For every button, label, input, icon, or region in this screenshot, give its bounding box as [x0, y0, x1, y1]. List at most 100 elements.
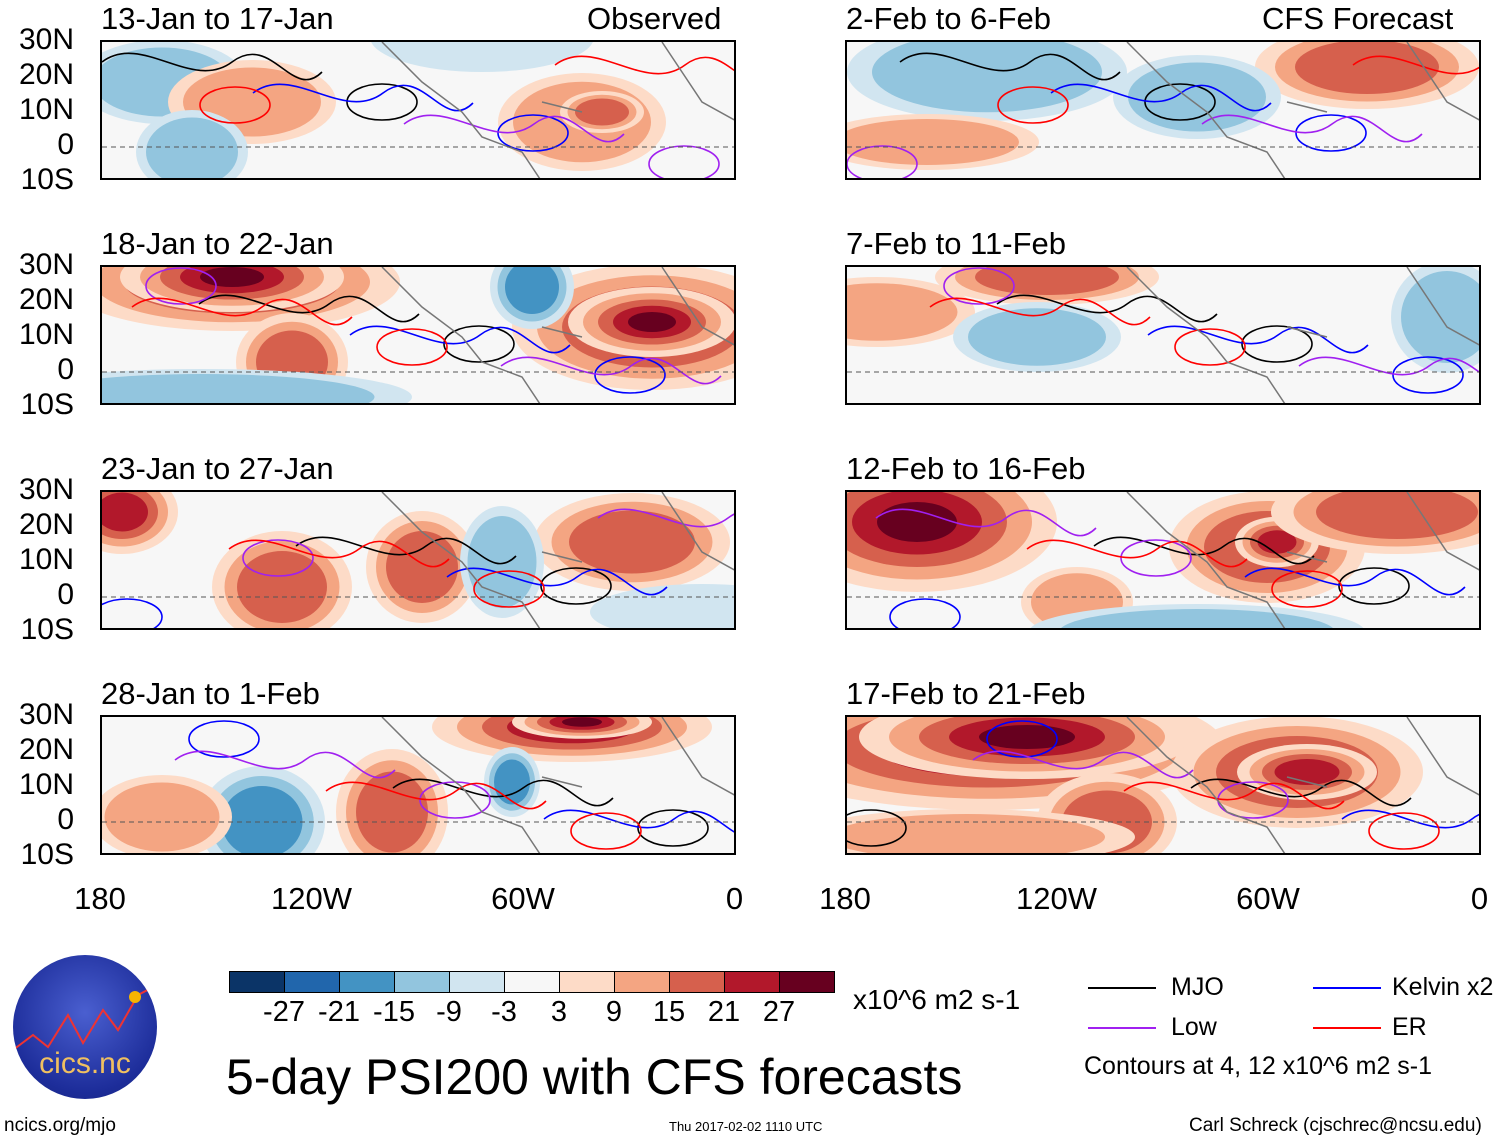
colorbar-swatch — [284, 971, 340, 993]
anomaly-shading — [386, 531, 458, 603]
colorbar-swatch — [724, 971, 780, 993]
legend-label-kelvin: Kelvin x2 — [1392, 973, 1494, 1001]
panel-title: 23-Jan to 27-Jan — [101, 451, 334, 486]
colorbar-label: -3 — [491, 996, 517, 1028]
anomaly-shading — [505, 267, 559, 314]
coastline — [381, 717, 734, 853]
contour-line — [1093, 536, 1315, 565]
contour-line — [325, 781, 547, 810]
lat-label: 30N — [18, 698, 74, 731]
lat-label: 10N — [18, 543, 74, 576]
lat-label: 10S — [20, 613, 74, 646]
contour-line — [570, 812, 642, 850]
coastline — [1126, 717, 1479, 853]
footer-url[interactable]: ncics.org/mjo — [4, 1115, 116, 1136]
anomaly-shading — [102, 492, 148, 532]
legend-line-er — [1313, 1027, 1381, 1029]
contour-line — [1147, 325, 1369, 354]
colorbar-swatch — [449, 971, 505, 993]
contour-line — [174, 750, 396, 779]
contour-line — [875, 508, 1097, 537]
contour-line — [228, 539, 450, 568]
anomaly-shading — [562, 717, 602, 727]
lon-label: 0 — [1470, 881, 1489, 916]
contour-line — [1120, 539, 1192, 577]
lat-label: 10N — [18, 93, 74, 126]
anomaly-shading — [146, 117, 238, 178]
anomaly-shading — [1316, 492, 1478, 539]
contour-line — [131, 297, 353, 326]
anomaly-shading — [200, 267, 264, 287]
lat-label: 30N — [18, 23, 74, 56]
contour-line — [899, 52, 1121, 81]
contour-line — [1241, 325, 1313, 363]
contour-line — [198, 294, 420, 323]
map-panel — [100, 715, 736, 855]
anomaly-shading — [104, 782, 220, 852]
map-panel — [100, 490, 736, 630]
lat-label: 10S — [20, 388, 74, 421]
anomaly-shading — [569, 510, 695, 574]
logo-text: cics.nc — [39, 1047, 131, 1080]
lat-label: 10N — [18, 768, 74, 801]
colorbar-swatch — [229, 971, 285, 993]
lon-label: 120W — [1016, 881, 1097, 916]
anomaly-shading — [1128, 62, 1266, 132]
contour-line — [145, 267, 217, 305]
contour-line — [252, 83, 474, 112]
contour-line — [929, 297, 1151, 326]
contour-line — [986, 720, 1058, 758]
lat-label: 0 — [57, 578, 74, 611]
contour-line — [500, 356, 722, 385]
anomaly-shading — [968, 308, 1106, 366]
anomaly-shading — [1274, 759, 1340, 785]
contour-line — [446, 567, 668, 596]
main-title: 5-day PSI200 with CFS forecasts — [226, 1049, 963, 1105]
panel-title: 18-Jan to 22-Jan — [101, 226, 334, 261]
contour-line — [1026, 539, 1248, 568]
contour-line — [1392, 356, 1464, 394]
colorbar-label: 15 — [652, 996, 686, 1028]
anomaly-shading — [979, 725, 1075, 749]
lat-label: 30N — [18, 473, 74, 506]
contour-line — [376, 328, 448, 366]
colorbar-swatch — [339, 971, 395, 993]
colorbar-swatch — [779, 971, 835, 993]
contour-line — [847, 809, 907, 847]
cics-logo: cics.nc — [13, 955, 157, 1099]
anomaly-shading — [467, 516, 537, 608]
contour-line — [1341, 809, 1479, 829]
contour-line — [1298, 356, 1479, 376]
contour-line — [1271, 570, 1343, 608]
map-panel — [845, 490, 1481, 630]
legend-label-low: Low — [1171, 1013, 1217, 1041]
contour-line — [188, 720, 260, 758]
lat-label: 20N — [18, 733, 74, 766]
footer-author: Carl Schreck (cjschrec@ncsu.edu) — [1189, 1115, 1482, 1136]
contour-note: Contours at 4, 12 x10^6 m2 s-1 — [1084, 1052, 1433, 1080]
contour-line — [1368, 812, 1440, 850]
coastline — [381, 492, 734, 628]
lon-label: 0 — [725, 881, 744, 916]
panel-title: 17-Feb to 21-Feb — [846, 676, 1086, 711]
lon-label: 60W — [491, 881, 555, 916]
contour-line — [242, 539, 314, 577]
lat-label: 10N — [18, 318, 74, 351]
contour-line — [1244, 567, 1466, 596]
contour-line — [996, 294, 1218, 323]
map-panel — [845, 265, 1481, 405]
lat-label: 10S — [20, 163, 74, 196]
panel-tag: CFS Forecast — [1262, 1, 1454, 36]
contour-line — [403, 114, 625, 143]
lon-label: 180 — [74, 881, 126, 916]
anomaly-shading — [975, 267, 1119, 295]
lon-label: 120W — [271, 881, 352, 916]
colorbar-label: 3 — [550, 996, 568, 1028]
lon-label: 60W — [1236, 881, 1300, 916]
contour-line — [889, 598, 961, 628]
colorbar-label: -27 — [263, 996, 305, 1028]
contour-line — [972, 750, 1194, 779]
anomaly-shading — [102, 374, 375, 403]
colorbar-swatch — [504, 971, 560, 993]
